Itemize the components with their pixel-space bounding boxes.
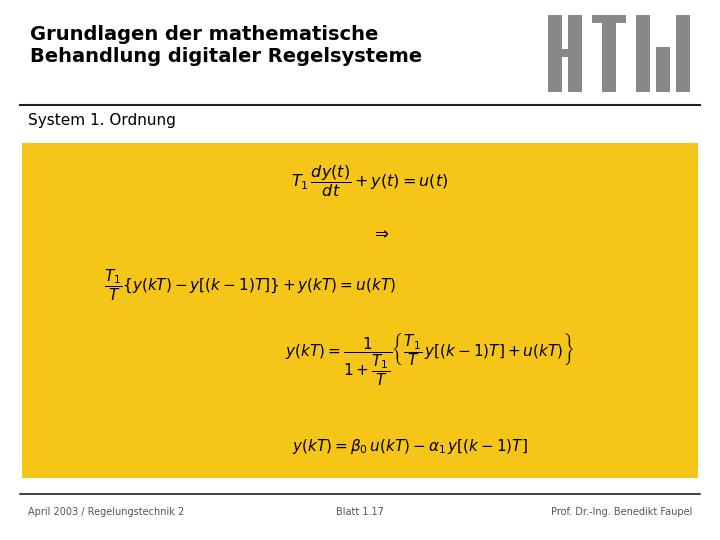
Text: $\dfrac{T_1}{T}\left\{y(kT) - y[(k-1)T]\right\} + y(kT) = u(kT)$: $\dfrac{T_1}{T}\left\{y(kT) - y[(k-1)T]\… [104,267,396,303]
Bar [568,15,582,92]
Text: $\Rightarrow$: $\Rightarrow$ [371,224,390,242]
Text: Behandlung digitaler Regelsysteme: Behandlung digitaler Regelsysteme [30,47,422,66]
Bar [636,15,650,92]
Bar [548,49,582,57]
Bar [592,15,626,23]
Text: $T_1\,\dfrac{dy(t)}{dt} + y(t) =u(t)$: $T_1\,\dfrac{dy(t)}{dt} + y(t) =u(t)$ [292,163,449,199]
Text: Blatt 1.17: Blatt 1.17 [336,507,384,517]
Bar [548,15,562,92]
Bar [22,143,698,478]
Bar [676,15,690,92]
Bar [656,48,670,92]
Text: April 2003 / Regelungstechnik 2: April 2003 / Regelungstechnik 2 [28,507,184,517]
Text: Grundlagen der mathematische: Grundlagen der mathematische [30,25,379,44]
Text: System 1. Ordnung: System 1. Ordnung [28,113,176,128]
Text: $y(kT) = \dfrac{1}{1+\dfrac{T_1}{T}}\left\{\dfrac{T_1}{T}\,y[(k-1)T] + u(kT)\rig: $y(kT) = \dfrac{1}{1+\dfrac{T_1}{T}}\lef… [285,332,575,388]
Text: $y(kT) = \beta_0\,u(kT) - \alpha_1\,y[(k-1)T]$: $y(kT) = \beta_0\,u(kT) - \alpha_1\,y[(k… [292,436,528,456]
Bar [602,23,616,92]
Text: Prof. Dr.-Ing. Benedikt Faupel: Prof. Dr.-Ing. Benedikt Faupel [551,507,692,517]
